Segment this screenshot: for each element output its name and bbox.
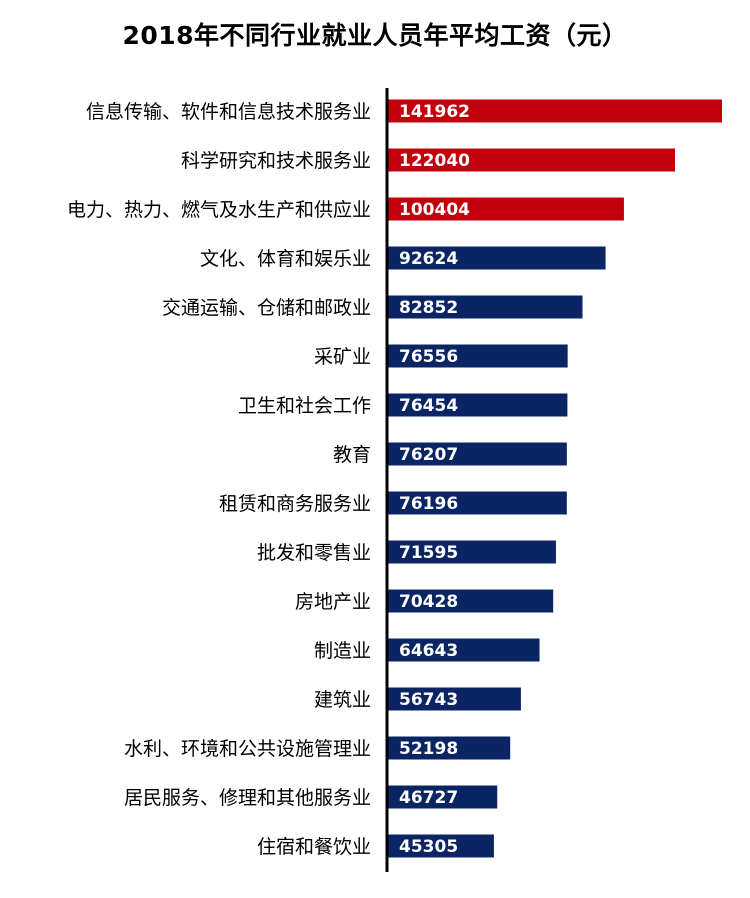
value-label-10: 70428 — [399, 592, 458, 612]
value-label-2: 100404 — [399, 200, 470, 220]
value-label-3: 92624 — [399, 249, 458, 269]
category-label-3: 文化、体育和娱乐业 — [200, 248, 371, 270]
category-label-6: 卫生和社会工作 — [238, 395, 371, 417]
value-label-12: 56743 — [399, 690, 458, 710]
category-label-10: 房地产业 — [295, 591, 371, 613]
category-label-8: 租赁和商务服务业 — [219, 493, 371, 515]
bar-3 — [387, 246, 606, 270]
bar-7 — [387, 442, 567, 466]
bar-2 — [387, 197, 624, 221]
category-label-7: 教育 — [333, 444, 371, 466]
bar-6 — [387, 393, 568, 417]
value-label-1: 122040 — [399, 151, 470, 171]
category-label-12: 建筑业 — [314, 689, 371, 711]
value-label-7: 76207 — [399, 445, 458, 465]
value-label-15: 45305 — [399, 837, 458, 857]
bar-15 — [387, 834, 494, 858]
category-label-2: 电力、热力、燃气及水生产和供应业 — [67, 199, 371, 221]
value-label-6: 76454 — [399, 396, 458, 416]
category-label-14: 居民服务、修理和其他服务业 — [124, 787, 371, 809]
value-label-4: 82852 — [399, 298, 458, 318]
bar-1 — [387, 148, 675, 172]
value-label-8: 76196 — [399, 494, 458, 514]
category-label-9: 批发和零售业 — [257, 542, 371, 564]
value-label-11: 64643 — [399, 641, 458, 661]
bar-8 — [387, 491, 567, 515]
category-label-5: 采矿业 — [314, 346, 371, 368]
category-label-1: 科学研究和技术服务业 — [181, 150, 371, 172]
value-label-14: 46727 — [399, 788, 458, 808]
bar-10 — [387, 589, 554, 613]
category-label-4: 交通运输、仓储和邮政业 — [162, 297, 371, 319]
bar-4 — [387, 295, 583, 319]
bar-12 — [387, 687, 521, 711]
bar-9 — [387, 540, 556, 564]
value-label-0: 141962 — [399, 102, 470, 122]
value-label-9: 71595 — [399, 543, 458, 563]
category-label-15: 住宿和餐饮业 — [257, 836, 371, 858]
bar-14 — [387, 785, 498, 809]
category-label-0: 信息传输、软件和信息技术服务业 — [86, 101, 371, 123]
chart-title: 2018年不同行业就业人员年平均工资（元） — [122, 21, 628, 50]
bar-5 — [387, 344, 568, 368]
category-label-11: 制造业 — [314, 640, 371, 662]
bar-0 — [387, 99, 722, 123]
bar-11 — [387, 638, 540, 662]
value-label-5: 76556 — [399, 347, 458, 367]
value-label-13: 52198 — [399, 739, 458, 759]
bar-13 — [387, 736, 511, 760]
category-label-13: 水利、环境和公共设施管理业 — [124, 738, 371, 760]
